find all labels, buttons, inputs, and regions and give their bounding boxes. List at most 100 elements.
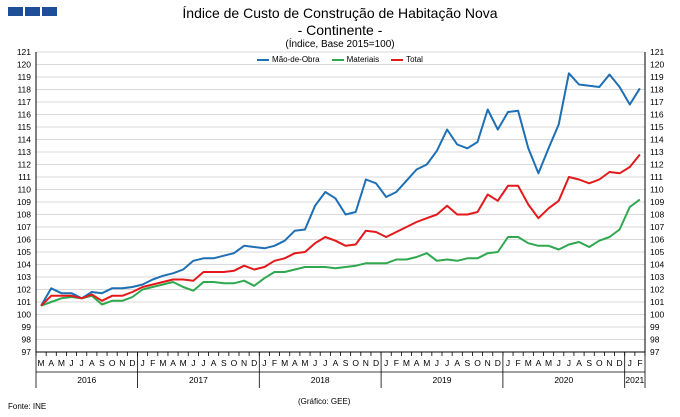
y-tick-label-left: 117 — [17, 97, 31, 107]
legend-label-materials: Materiais — [346, 55, 380, 64]
year-label: 2021 — [625, 375, 644, 385]
month-label: M — [281, 358, 288, 368]
y-tick-label-left: 101 — [17, 297, 31, 307]
legend-label-total: Total — [406, 55, 423, 64]
y-tick-label-left: 98 — [22, 335, 32, 345]
month-label: S — [586, 358, 592, 368]
month-label: N — [606, 358, 612, 368]
y-tick-label-left: 106 — [17, 235, 31, 245]
month-label: A — [454, 358, 460, 368]
y-tick-label-right: 107 — [650, 222, 664, 232]
y-tick-label-right: 102 — [650, 285, 664, 295]
y-tick-label-left: 118 — [17, 85, 31, 95]
chart-title-line1: Índice de Custo de Construção de Habitaç… — [182, 5, 498, 21]
y-tick-label-right: 112 — [650, 160, 664, 170]
y-tick-label-right: 103 — [650, 272, 664, 282]
y-tick-label-left: 119 — [17, 72, 31, 82]
month-label: J — [262, 358, 266, 368]
month-label: A — [89, 358, 95, 368]
month-label: J — [384, 358, 388, 368]
line-series-total — [40, 153, 641, 307]
line-series-materials — [40, 198, 641, 307]
year-label: 2017 — [189, 375, 208, 385]
month-label: O — [352, 358, 359, 368]
y-tick-label-left: 107 — [17, 222, 31, 232]
month-label: J — [69, 358, 73, 368]
month-label: M — [525, 358, 532, 368]
year-label: 2016 — [77, 375, 96, 385]
y-tick-label-left: 113 — [17, 147, 31, 157]
month-label: A — [576, 358, 582, 368]
line-series-labor — [40, 72, 641, 307]
month-label: M — [403, 358, 410, 368]
y-tick-label-right: 120 — [650, 60, 664, 70]
month-label: D — [251, 358, 257, 368]
month-label: S — [221, 358, 227, 368]
chart-title-line2: - Continente - — [297, 22, 383, 38]
month-label: N — [241, 358, 247, 368]
y-tick-label-right: 113 — [650, 147, 664, 157]
month-label: F — [516, 358, 521, 368]
y-tick-label-left: 108 — [17, 210, 31, 220]
credit-note: (Gráfico: GEE) — [298, 397, 351, 406]
y-tick-label-left: 103 — [17, 272, 31, 282]
y-tick-label-left: 114 — [17, 135, 31, 145]
month-label: J — [201, 358, 205, 368]
y-tick-label-right: 100 — [650, 310, 664, 320]
month-label: J — [445, 358, 449, 368]
month-label: M — [423, 358, 430, 368]
y-tick-label-right: 117 — [650, 97, 664, 107]
y-tick-label-left: 109 — [17, 197, 31, 207]
y-tick-label-left: 100 — [17, 310, 31, 320]
y-tick-label-left: 110 — [17, 185, 31, 195]
legend-item-labor: Mão-de-Obra — [257, 55, 320, 64]
month-label: M — [301, 358, 308, 368]
source-note: Fonte: INE — [8, 402, 47, 411]
y-tick-label-right: 99 — [650, 322, 660, 332]
month-label: D — [617, 358, 623, 368]
year-label: 2019 — [433, 375, 452, 385]
month-label: S — [99, 358, 105, 368]
month-label: N — [119, 358, 125, 368]
month-label: A — [48, 358, 54, 368]
legend-item-total: Total — [391, 55, 423, 64]
legend-swatch-total — [391, 58, 404, 61]
y-tick-label-left: 104 — [17, 260, 31, 270]
y-tick-label-right: 108 — [650, 210, 664, 220]
logo-block-1 — [8, 7, 23, 16]
month-label: O — [109, 358, 116, 368]
month-label: O — [596, 358, 603, 368]
y-tick-label-right: 97 — [650, 347, 660, 357]
month-label: M — [159, 358, 166, 368]
y-tick-label-right: 105 — [650, 247, 664, 257]
legend-item-materials: Materiais — [331, 55, 380, 64]
month-label: J — [140, 358, 144, 368]
y-tick-label-left: 102 — [17, 285, 31, 295]
month-label: M — [180, 358, 187, 368]
month-label: A — [414, 358, 420, 368]
y-tick-label-right: 119 — [650, 72, 664, 82]
month-label: A — [333, 358, 339, 368]
month-label: N — [485, 358, 491, 368]
y-tick-label-left: 99 — [22, 322, 32, 332]
month-label: J — [313, 358, 317, 368]
month-label: J — [628, 358, 632, 368]
month-label: D — [373, 358, 379, 368]
y-tick-label-right: 116 — [650, 110, 664, 120]
logo-block-3 — [42, 7, 57, 16]
legend-label-labor: Mão-de-Obra — [272, 55, 320, 64]
y-tick-label-right: 111 — [650, 172, 663, 182]
y-tick-label-right: 104 — [650, 260, 664, 270]
month-label: O — [231, 358, 238, 368]
month-label: J — [567, 358, 571, 368]
y-tick-label-right: 118 — [650, 85, 664, 95]
legend-swatch-materials — [331, 58, 344, 61]
month-label: O — [474, 358, 481, 368]
month-label: D — [495, 358, 501, 368]
y-tick-label-right: 98 — [650, 335, 660, 345]
y-tick-label-left: 120 — [17, 60, 31, 70]
y-tick-label-right: 110 — [650, 185, 664, 195]
y-tick-label-right: 109 — [650, 197, 664, 207]
month-label: M — [38, 358, 45, 368]
month-label: F — [150, 358, 155, 368]
